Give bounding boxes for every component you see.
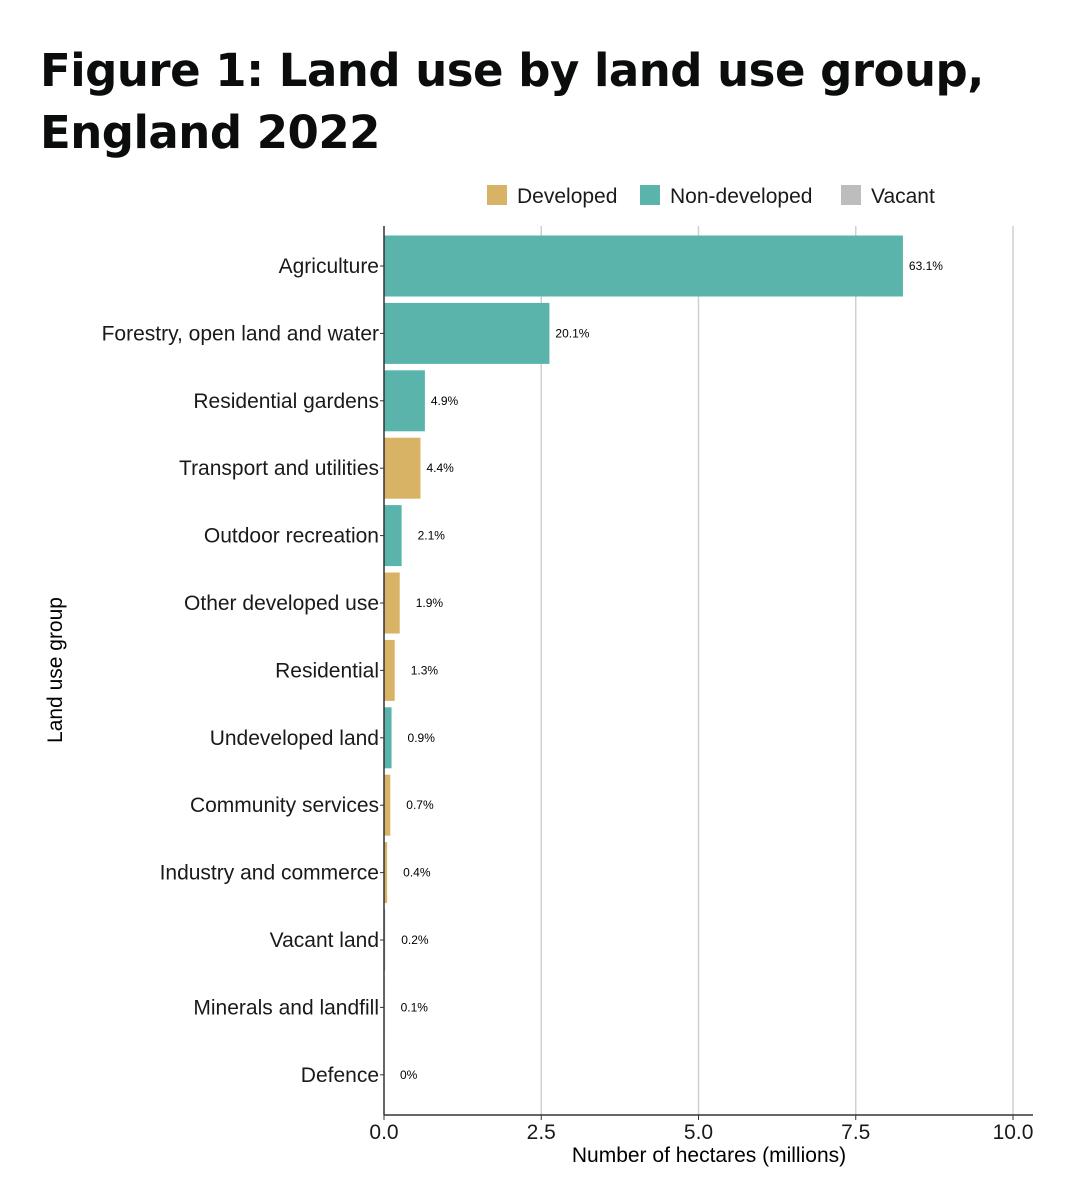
data-label-defence: 0% xyxy=(400,1068,418,1082)
y-tick-label-transport-and-utilities: Transport and utilities xyxy=(179,457,379,480)
legend-swatch-developed xyxy=(487,185,507,205)
data-label-minerals-and-landfill: 0.1% xyxy=(401,1000,429,1014)
y-tick-label-other-developed-use: Other developed use xyxy=(184,592,379,615)
bar-outdoor-recreation xyxy=(384,505,402,567)
y-tick-label-residential: Residential xyxy=(275,659,379,682)
grid-lines xyxy=(540,226,1014,1115)
x-tick-label-0-0: 0.0 xyxy=(369,1121,398,1144)
x-tick-label-7-5: 7.5 xyxy=(841,1121,870,1144)
data-label-other-developed-use: 1.9% xyxy=(416,596,444,610)
data-label-undeveloped-land: 0.9% xyxy=(408,731,436,745)
data-label-vacant-land: 0.2% xyxy=(401,933,429,947)
y-tick-label-outdoor-recreation: Outdoor recreation xyxy=(204,525,379,548)
bar-industry-and-commerce xyxy=(384,842,388,904)
x-tick-label-2-5: 2.5 xyxy=(527,1121,556,1144)
legend-label-non-developed: Non-developed xyxy=(670,185,812,208)
bar-undeveloped-land xyxy=(384,707,392,769)
x-axis-title: Number of hectares (millions) xyxy=(572,1144,846,1167)
y-tick-label-residential-gardens: Residential gardens xyxy=(193,390,379,413)
chart-title: Figure 1: Land use by land use group, En… xyxy=(40,44,984,159)
data-label-transport-and-utilities: 4.4% xyxy=(426,461,454,475)
bars xyxy=(384,235,903,1038)
y-axis-title: Land use group xyxy=(44,597,67,743)
data-label-community-services: 0.7% xyxy=(406,798,434,812)
data-label-industry-and-commerce: 0.4% xyxy=(403,866,431,880)
legend-label-developed: Developed xyxy=(517,185,617,208)
y-tick-label-defence: Defence xyxy=(301,1064,379,1087)
legend-label-vacant: Vacant xyxy=(871,185,935,208)
data-label-forestry-open-land-and-water: 20.1% xyxy=(555,326,589,340)
y-tick-label-agriculture: Agriculture xyxy=(279,255,379,278)
bar-community-services xyxy=(384,774,391,836)
y-tick-label-vacant-land: Vacant land xyxy=(270,929,379,952)
bar-forestry-open-land-and-water xyxy=(384,302,550,364)
bar-other-developed-use xyxy=(384,572,400,634)
bar-transport-and-utilities xyxy=(384,437,421,499)
legend-swatch-vacant xyxy=(841,185,861,205)
legend: Developed Non-developed Vacant xyxy=(487,185,935,208)
y-tick-label-forestry-open-land-and-water: Forestry, open land and water xyxy=(102,322,379,345)
legend-swatch-non-developed xyxy=(640,185,660,205)
x-tick-label-5-0: 5.0 xyxy=(684,1121,713,1144)
x-tick-labels: 0.0 2.5 5.0 7.5 10.0 xyxy=(369,1115,1033,1144)
bar-residential-gardens xyxy=(384,370,425,432)
x-tick-label-10-0: 10.0 xyxy=(993,1121,1034,1144)
data-label-agriculture: 63.1% xyxy=(909,259,943,273)
bar-agriculture xyxy=(384,235,903,297)
data-label-residential-gardens: 4.9% xyxy=(431,394,459,408)
y-tick-label-undeveloped-land: Undeveloped land xyxy=(210,727,379,750)
data-label-outdoor-recreation: 2.1% xyxy=(418,529,446,543)
data-labels: 63.1% 20.1% 4.9% 4.4% 2.1% 1.9% 1.3% 0.9% 0.7% 0.… xyxy=(400,259,943,1082)
y-tick-label-community-services: Community services xyxy=(190,794,379,817)
y-tick-label-industry-and-commerce: Industry and commerce xyxy=(160,862,379,885)
y-tick-labels: Agriculture Forestry, open land and water… xyxy=(102,255,384,1087)
y-tick-label-minerals-and-landfill: Minerals and landfill xyxy=(193,996,379,1019)
data-label-residential: 1.3% xyxy=(411,663,439,677)
bar-residential xyxy=(384,639,395,701)
